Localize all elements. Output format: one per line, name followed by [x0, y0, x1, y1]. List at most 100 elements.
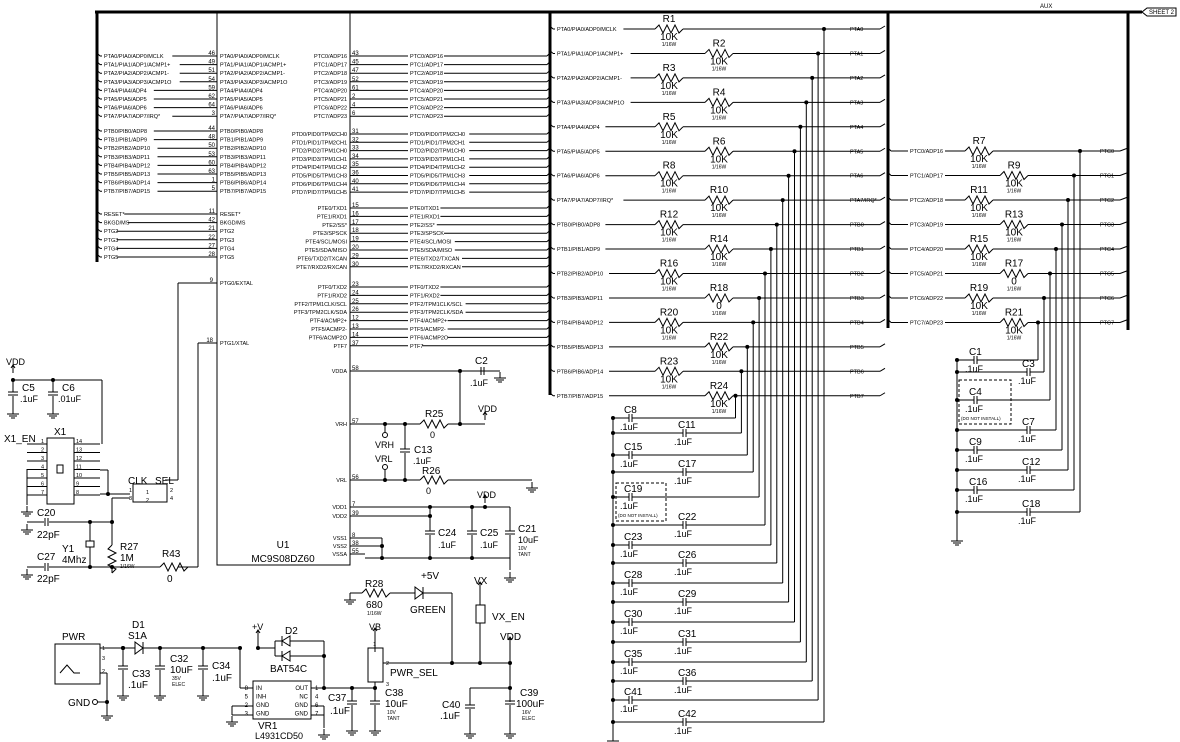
junction-dot — [611, 495, 615, 499]
capacitor-ref: C29 — [678, 589, 697, 600]
c32-ref: C32 — [170, 654, 189, 665]
net-label: PTC2/ADP18 — [410, 71, 443, 77]
resistor-rating: 1/16W — [972, 262, 987, 268]
pin-number: 1 — [315, 686, 319, 692]
wire — [887, 245, 892, 250]
capacitor-ref: C30 — [624, 609, 643, 620]
label-bg — [102, 52, 173, 59]
diode-d2b-icon — [281, 650, 291, 662]
resistor-ref: R6 — [713, 136, 726, 147]
capacitor-ref: C17 — [678, 459, 697, 470]
capacitor-ref: C36 — [678, 668, 697, 679]
wire — [546, 87, 551, 91]
label-bg — [102, 187, 158, 195]
capacitor-value: .1uF — [620, 666, 639, 676]
wire — [549, 25, 554, 30]
mcu-body — [216, 11, 351, 566]
wire — [879, 74, 886, 79]
resistor-ref: R12 — [660, 210, 679, 221]
net-label: PTB3/PIB3/ADP11 — [557, 296, 603, 302]
resistor-symbol — [999, 268, 1029, 279]
pin-number: 30 — [352, 262, 359, 268]
pin-number: 4 — [170, 496, 173, 502]
capacitor-ref: C41 — [624, 687, 643, 698]
resistor-rating: 1/16W — [1007, 336, 1022, 342]
c38-type: TANT — [387, 716, 400, 722]
net-label: PTB7 — [850, 394, 864, 400]
pin-number: 61 — [352, 85, 359, 91]
wire — [96, 219, 101, 223]
label-bg — [408, 171, 470, 179]
pin-number: 47 — [352, 68, 359, 74]
label-bg — [408, 138, 470, 146]
net-label: PTA3/PIA3/ADP3/ACMP1O — [104, 80, 172, 86]
net-label: PTC0/ADP16 — [410, 54, 443, 60]
label-bg — [102, 170, 158, 177]
pin-name: PTB3/PIB3/ADP11 — [220, 155, 266, 161]
pwr-label: PWR — [62, 632, 85, 643]
capacitor-value: .1uF — [1018, 516, 1037, 526]
wire — [546, 300, 551, 305]
label-bg — [102, 60, 180, 68]
resistor-value: 10K — [710, 154, 728, 165]
pin-number: 12 — [352, 316, 359, 322]
pin-name: PTF1/RXD2 — [317, 293, 347, 299]
net-label: PTC7/ADP23 — [410, 114, 443, 120]
capacitor-value: .1uF — [965, 404, 984, 414]
pin-number: 62 — [208, 94, 215, 100]
net-label: PTF3/TPM2CLK/SDA — [410, 310, 464, 316]
resistor-symbol — [999, 219, 1029, 230]
r43-ref: R43 — [162, 549, 181, 560]
junction-dot — [106, 492, 110, 496]
wire — [546, 246, 551, 251]
net-label: PTA7/PIA7/ADP7/IRQ* — [557, 198, 614, 204]
c38-ref: C38 — [385, 688, 404, 699]
wire — [546, 61, 551, 65]
pin-number: 5 — [41, 473, 44, 479]
pin-name: PTC5/ADP21 — [314, 97, 347, 103]
wire — [549, 147, 554, 152]
net-label: PTA2/PIA2/ADP2/ACMP1- — [104, 71, 169, 77]
resistor-symbol — [654, 219, 684, 230]
pin-name: PTE3/SPSCK — [313, 231, 347, 237]
net-label: PTA5/PIA5/ADP5 — [557, 149, 600, 155]
net-label: PTB4/PIB4/ADP12 — [104, 163, 150, 169]
net-label: PTB2/PIB2/ADP10 — [104, 146, 150, 152]
resistor-value: 0 — [716, 301, 722, 312]
c21-voltage: 10V — [518, 546, 528, 552]
wire — [887, 294, 892, 299]
wire — [546, 147, 551, 151]
pin-number: 3 — [102, 656, 105, 662]
c2-value: .1uF — [470, 378, 489, 388]
wire — [546, 155, 551, 160]
capacitor-value: .1uF — [674, 476, 693, 486]
net-label: PTC4/ADP20 — [410, 88, 443, 94]
resistor-symbol — [159, 561, 189, 573]
power-arrow-icon — [10, 364, 16, 369]
wire — [96, 245, 101, 249]
label-bg — [408, 316, 448, 324]
wire — [549, 367, 554, 372]
resistor-ref: R4 — [713, 87, 726, 98]
pwr-jack — [54, 643, 101, 685]
capacitor-ref: C9 — [969, 437, 982, 448]
pin-number: 7 — [41, 490, 44, 496]
d1-ref: D1 — [132, 620, 145, 631]
junction-dot — [458, 422, 462, 426]
r28-rating: 1/16W — [367, 611, 382, 617]
wire — [96, 144, 101, 149]
pin-number: 2 — [352, 94, 356, 100]
net-label: PTB6 — [850, 369, 864, 375]
wire — [96, 78, 101, 83]
pin-number: 42 — [208, 218, 215, 224]
net-label: PTC3/ADP19 — [410, 80, 443, 86]
net-label: PTA3/PIA3/ADP3/ACMP1O — [557, 100, 625, 106]
label-bg — [555, 49, 631, 57]
vr1-value: L4931CD50 — [255, 731, 303, 741]
pin-number: 56 — [352, 475, 359, 481]
pin-name: PTF4/ACMP2+ — [310, 319, 347, 325]
resistor-ref: R18 — [710, 283, 729, 294]
resistor-rating: 1/16W — [1007, 287, 1022, 293]
pin-number: 2 — [386, 661, 389, 667]
sheet-tag: SHEET 2 — [1149, 10, 1175, 16]
